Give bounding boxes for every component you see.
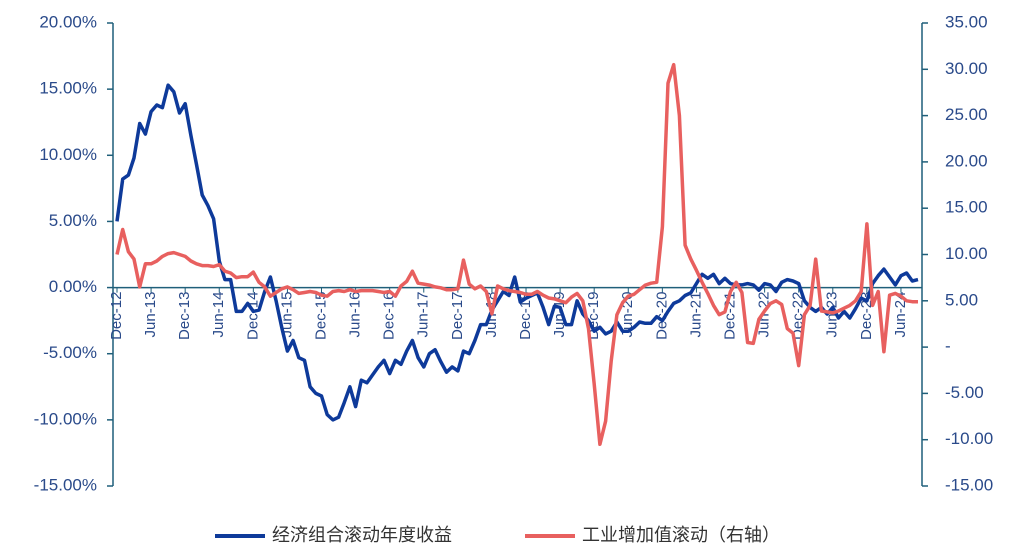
x-tick-label: Jun-21 <box>687 292 704 338</box>
x-tick-label: Dec-14 <box>244 292 261 340</box>
y-tick-label: -5.00% <box>43 343 97 362</box>
y-tick-label: -15.00% <box>34 475 97 494</box>
x-tick-label: Dec-16 <box>381 292 398 340</box>
y2-tick-label: 25.00 <box>945 105 988 124</box>
y2-tick-label: -5.00 <box>945 383 984 402</box>
x-tick-label: Jun-24 <box>892 292 909 338</box>
y-tick-label: -10.00% <box>34 409 97 428</box>
x-tick-label: Jun-23 <box>824 292 841 338</box>
legend-label: 工业增加值滚动（右轴） <box>582 525 780 545</box>
series-line <box>115 62 918 447</box>
y-tick-label: 10.00% <box>39 145 97 164</box>
y2-tick-label: 30.00 <box>945 59 988 78</box>
y-tick-label: 15.00% <box>39 79 97 98</box>
x-tick-label: Jun-16 <box>347 292 364 338</box>
y2-tick-label: -15.00 <box>945 475 993 494</box>
x-tick-label: Dec-13 <box>176 292 193 340</box>
y-tick-label: 5.00% <box>49 211 97 230</box>
y-tick-label: 0.00% <box>49 277 97 296</box>
x-tick-label: Dec-23 <box>858 292 875 340</box>
y2-tick-label: 15.00 <box>945 198 988 217</box>
x-tick-label: Dec-12 <box>108 292 125 340</box>
y-tick-label: 20.00% <box>39 12 97 31</box>
x-tick-label: Dec-18 <box>517 292 534 340</box>
x-tick-label: Jun-13 <box>142 292 159 338</box>
x-tick-label: Dec-20 <box>653 292 670 340</box>
y2-tick-label: - <box>945 337 951 356</box>
y2-tick-label: 20.00 <box>945 151 988 170</box>
x-tick-label: Dec-15 <box>312 292 329 340</box>
y2-tick-label: 10.00 <box>945 244 988 263</box>
series-line <box>115 83 919 422</box>
x-tick-label: Jun-14 <box>210 292 227 338</box>
legend-label: 经济组合滚动年度收益 <box>272 525 452 545</box>
y2-tick-label: 35.00 <box>945 12 988 31</box>
x-tick-label: Jun-17 <box>415 292 432 338</box>
y2-tick-label: -10.00 <box>945 429 993 448</box>
x-tick-label: Dec-17 <box>449 292 466 340</box>
y2-tick-label: 5.00 <box>945 290 978 309</box>
